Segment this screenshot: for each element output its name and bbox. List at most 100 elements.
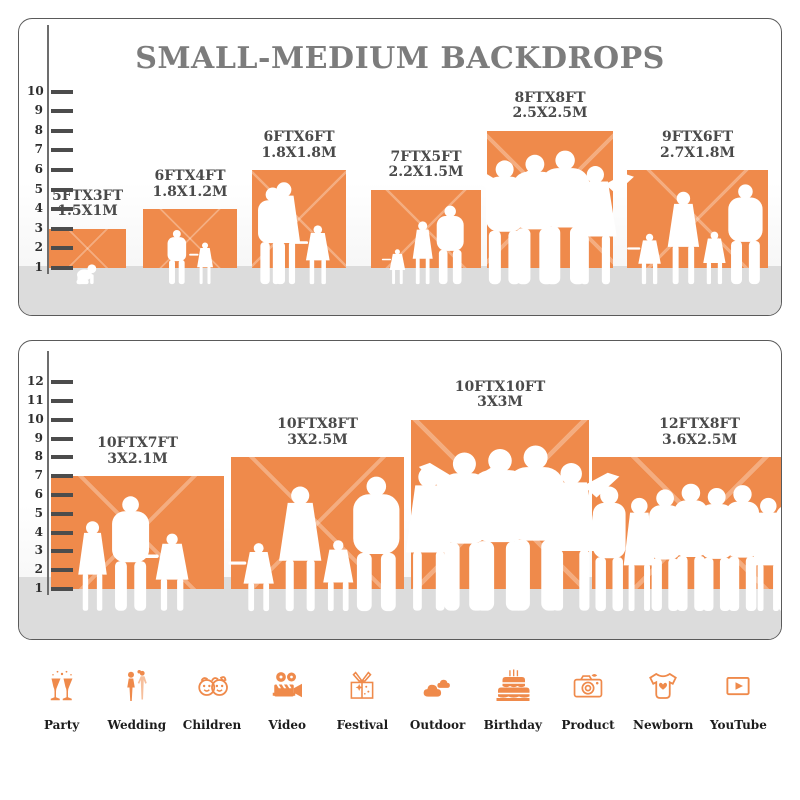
y-tick-mark [51,568,73,573]
y-tick-mark [51,549,73,554]
bar-size-feet: 10FTX7FT [97,435,178,452]
y-tick-label: 5 [34,181,43,196]
backdrop-bar [51,476,224,589]
bar-size-label: 6FTX4FT 1.8X1.2M [143,169,237,200]
y-tick-mark [51,455,73,460]
backdrop-bar [49,228,126,268]
bar-size-meters: 1.8X1.8M [261,144,337,161]
bar-size-meters: 3X2.5M [287,432,348,449]
backdrop-bar [231,457,404,589]
use-case-label: Outdoor [409,718,466,732]
bar-size-meters: 2.5X2.5M [512,105,588,122]
bar-size-feet: 10FTX10FT [454,378,546,395]
bar-size-meters: 3X3M [477,394,523,411]
bar-size-label: 10FTX10FT 3X3M [411,378,589,411]
use-case-item-wedding[interactable]: Wedding [99,660,174,732]
use-case-item-party[interactable]: Party [24,660,99,732]
use-case-label: YouTube [710,718,767,732]
use-case-item-birthday[interactable]: Birthday [475,660,550,732]
backdrop-bar [592,457,781,589]
y-tick-label: 2 [34,562,43,577]
champagne-glasses-icon [44,660,80,712]
gift-box-icon [345,660,379,712]
y-tick-label: 12 [27,374,44,389]
use-case-icon-row: Party Wedding Children [0,660,800,760]
bar-size-feet: 8FTX8FT [514,89,586,106]
y-tick-mark [51,511,73,516]
bride-groom-icon [119,660,155,712]
cloud-sun-icon [418,660,458,712]
bar-size-label: 10FTX7FT 3X2.1M [51,436,224,467]
use-case-item-newborn[interactable]: Newborn [626,660,701,732]
bar-size-feet: 6FTX4FT [154,168,226,185]
bar-size-label: 9FTX6FT 2.7X1.8M [627,129,768,161]
y-tick-label: 8 [34,449,43,464]
y-tick-label: 8 [34,122,43,137]
use-case-label: Party [43,718,80,732]
use-case-label: Birthday [483,718,543,732]
use-case-label: Festival [336,718,389,732]
y-tick-mark [51,380,73,385]
y-tick-label: 9 [34,430,43,445]
use-case-label: Product [561,718,615,732]
use-case-item-youtube[interactable]: YouTube [701,660,776,732]
y-tick-label: 11 [27,393,44,407]
bar-size-meters: 3X2.1M [107,450,168,467]
bar-size-meters: 1.8X1.2M [152,183,228,200]
bar-size-meters: 3.6X2.5M [661,432,738,449]
y-tick-label: 6 [34,487,43,501]
bar-size-feet: 6FTX6FT [263,129,335,145]
camera-icon [569,660,607,712]
backdrop-bar [252,170,346,268]
y-tick-mark [51,587,73,591]
y-tick-mark [51,168,73,172]
backdrop-bar [627,170,768,268]
y-tick-label: 4 [34,201,43,216]
bar-size-label: 8FTX8FT 2.5X2.5M [487,89,613,122]
y-tick-label: 1 [34,260,43,274]
use-case-label: Children [182,718,242,732]
y-tick-label: 5 [34,505,43,520]
backdrop-bar [371,189,481,268]
bar-size-label: 6FTX6FT 1.8X1.8M [252,129,346,161]
y-tick-label: 3 [34,220,43,235]
bar-size-label: 10FTX8FT 3X2.5M [231,417,404,448]
y-tick-label: 2 [34,240,43,255]
use-case-item-outdoor[interactable]: Outdoor [400,660,475,732]
bar-size-meters: 2.7X1.8M [659,144,736,161]
y-tick-label: 7 [34,142,43,157]
y-tick-label: 4 [34,524,43,539]
y-tick-mark [51,493,73,497]
chart-panel-large: 1 2 3 4 5 6 7 8 9 10 11 12 10FTX7FT 3X2.1M 10FTX8FT 3X… [18,340,782,640]
baby-onesie-icon [645,660,681,712]
y-tick-mark [51,148,73,153]
y-tick-mark [51,266,73,270]
page-title: SMALL-MEDIUM BACKDROPS [135,41,665,76]
use-case-item-children[interactable]: Children [174,660,249,732]
y-tick-label: 10 [27,411,44,426]
movie-camera-icon [268,660,306,712]
bar-size-feet: 10FTX8FT [277,416,358,433]
y-tick-mark [51,226,73,231]
use-case-label: Newborn [633,718,694,732]
y-tick-label: 10 [27,83,44,98]
y-tick-mark [51,474,73,479]
y-tick-mark [51,207,73,212]
y-tick-mark [51,399,73,403]
play-button-icon [721,660,755,712]
use-case-item-festival[interactable]: Festival [325,660,400,732]
backdrop-bar [411,419,589,589]
y-tick-mark [51,417,73,422]
use-case-item-video[interactable]: Video [250,660,325,732]
use-case-label: Wedding [107,718,167,732]
bar-size-label: 7FTX5FT 2.2X1.5M [371,149,481,181]
y-axis-line-bottom [47,351,49,595]
use-case-label: Video [268,718,307,732]
bar-size-feet: 5FTX3FT [51,187,124,204]
y-tick-mark [51,530,73,535]
floor-strip-top [19,266,781,315]
backdrop-bar [143,209,237,268]
y-tick-label: 7 [34,468,43,483]
use-case-item-product[interactable]: Product [550,660,625,732]
two-kid-faces-icon [192,660,232,712]
